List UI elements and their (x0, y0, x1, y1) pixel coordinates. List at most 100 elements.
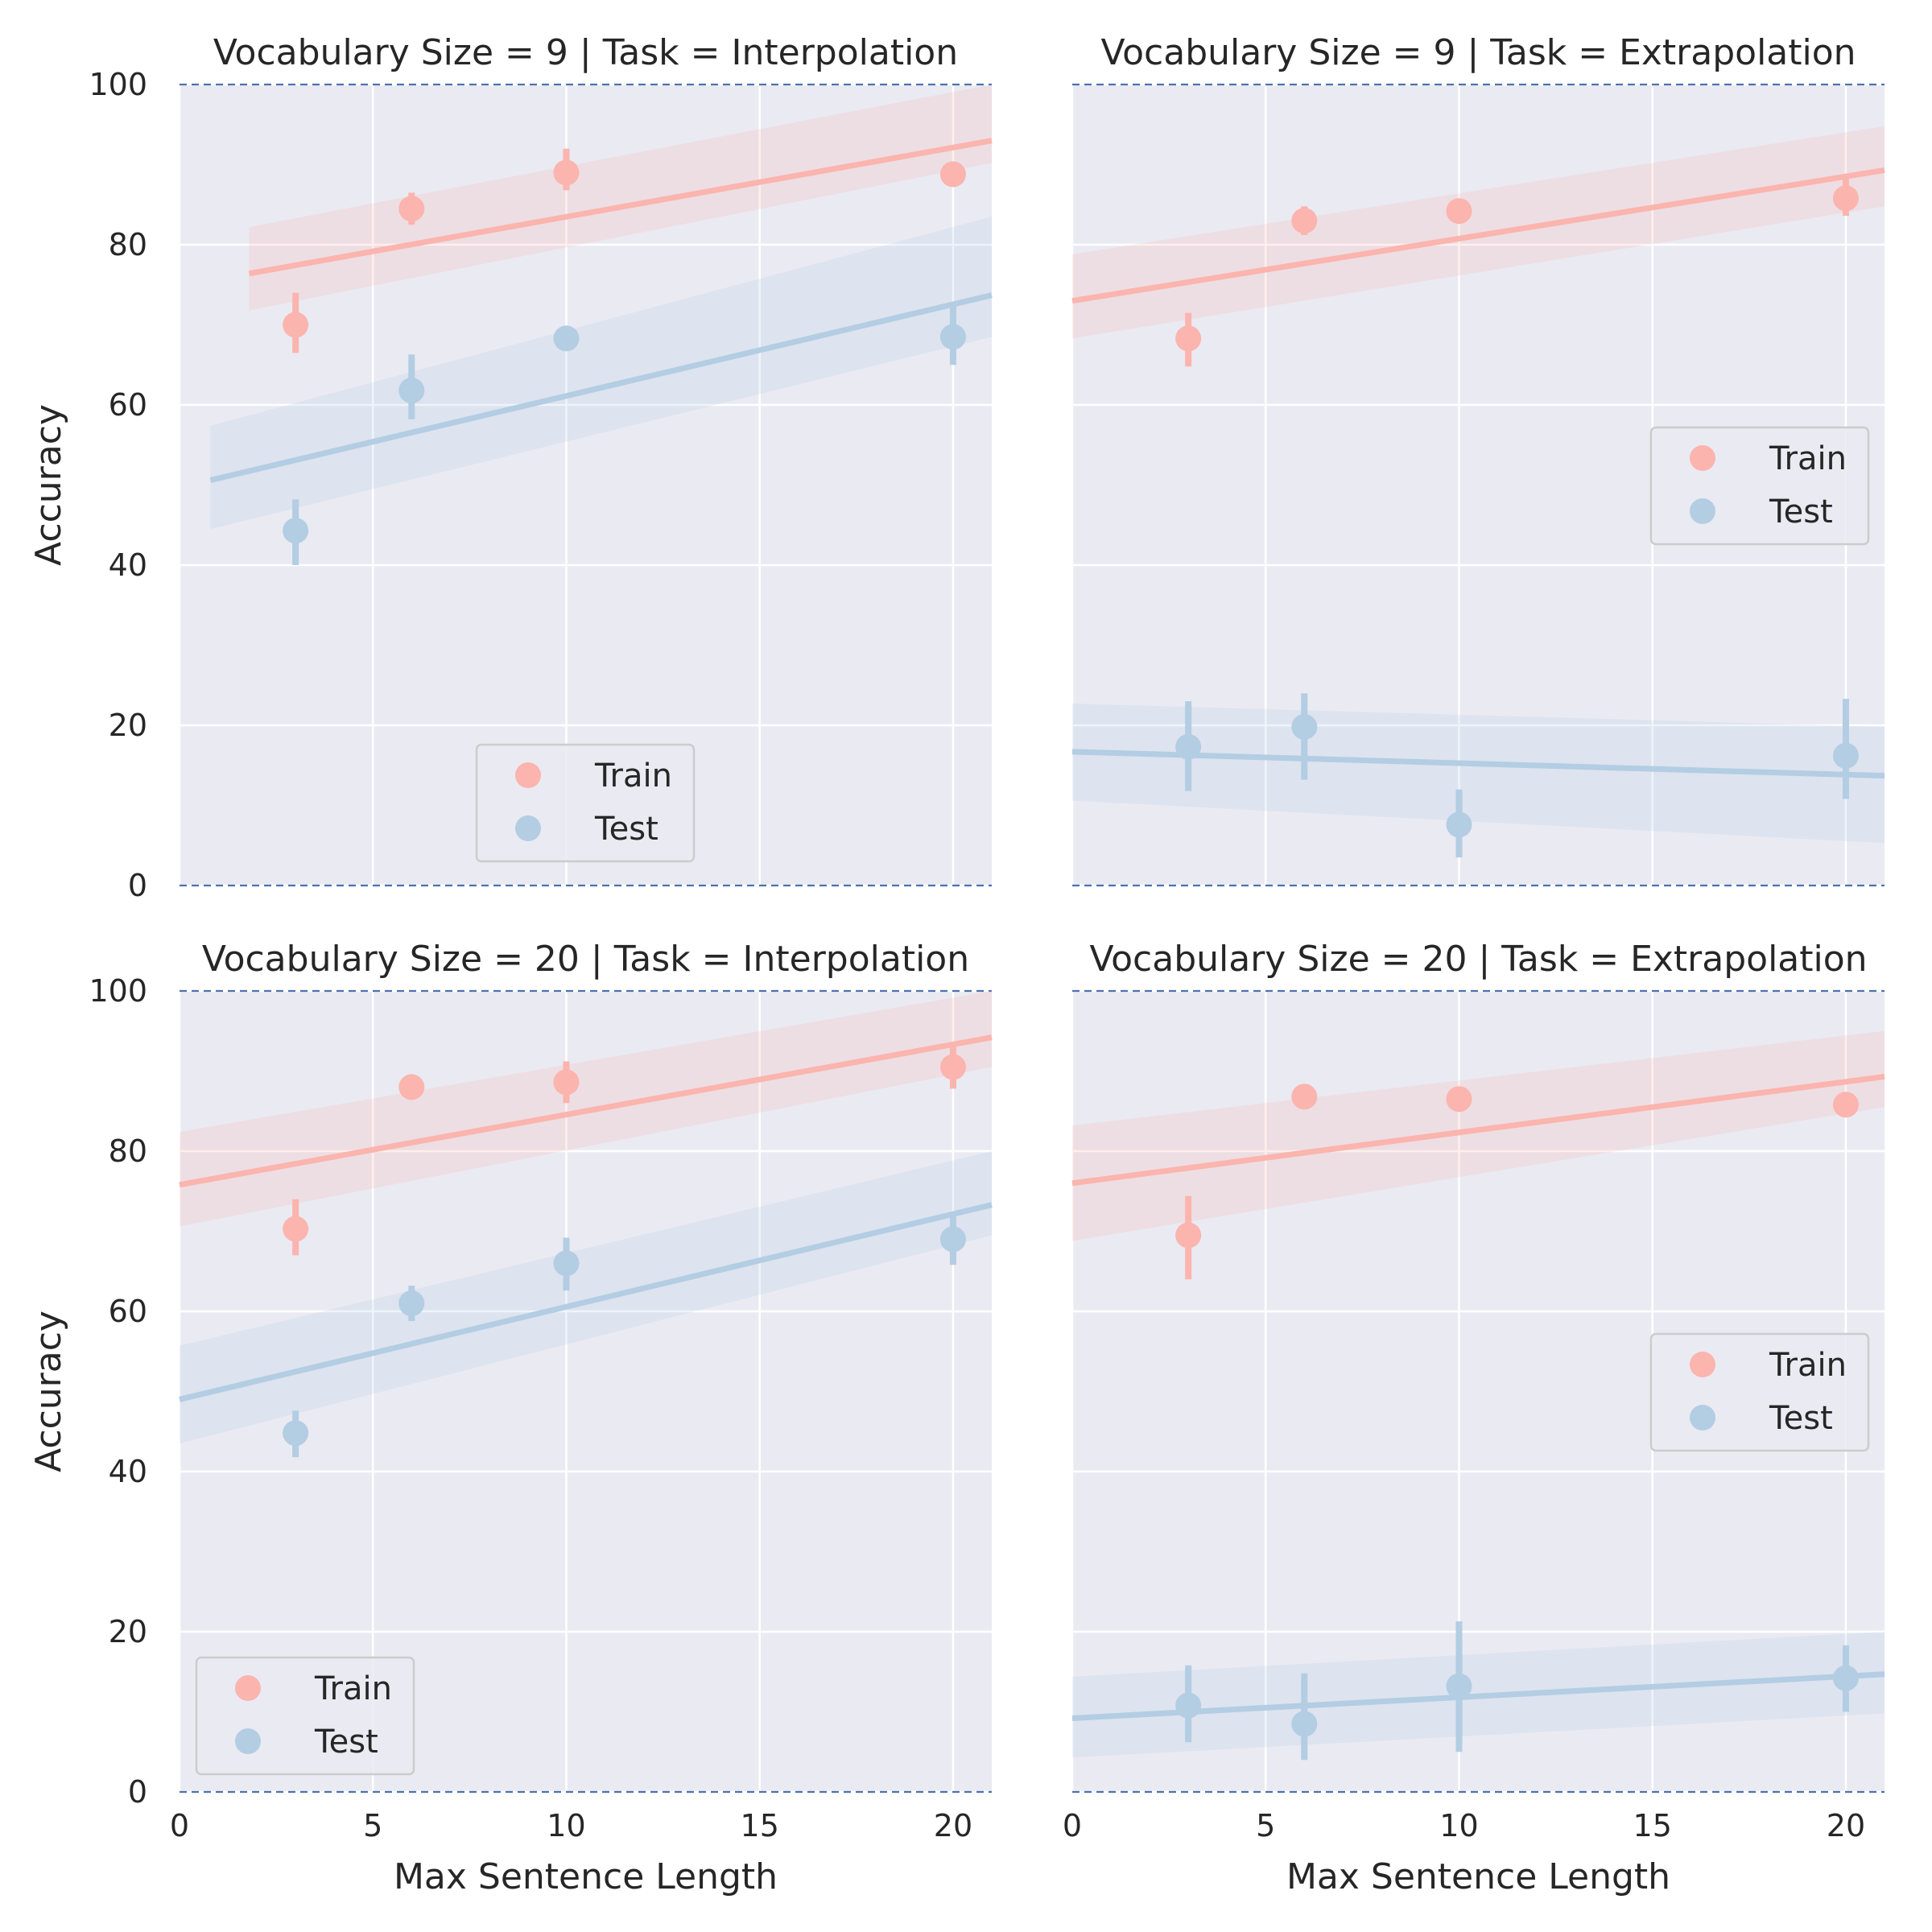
y-tick-label: 60 (109, 1294, 147, 1329)
panel-2: Vocabulary Size = 9 | Task = Extrapolati… (1071, 32, 1885, 887)
y-tick-label: 0 (128, 868, 147, 903)
train-fit-line (1071, 1073, 1885, 1187)
train-legend-marker (1690, 445, 1715, 471)
panel-title: Vocabulary Size = 20 | Task = Interpolat… (202, 939, 969, 980)
train-fit-line (1071, 167, 1885, 304)
test-legend-marker (235, 1728, 261, 1754)
train-fit-line (179, 1034, 993, 1188)
test-point (1175, 1692, 1202, 1719)
test-point (398, 1290, 425, 1317)
x-tick-label: 20 (1827, 1808, 1865, 1843)
train-confidence-band (1072, 1030, 1885, 1241)
test-point (939, 1226, 966, 1253)
train-point (1446, 198, 1472, 225)
test-fit-line (209, 292, 993, 483)
train-confidence-band (1072, 126, 1885, 339)
legend: Train Test (1649, 1332, 1870, 1452)
test-point (283, 518, 309, 544)
y-tick-label: 40 (109, 547, 147, 583)
test-point (1291, 1711, 1318, 1737)
test-point (1175, 733, 1202, 760)
legend-label: Test (314, 1724, 378, 1761)
x-axis-label: Max Sentence Length (394, 1856, 778, 1897)
y-tick-label: 100 (89, 67, 147, 102)
y-tick-label: 20 (109, 1614, 147, 1649)
train-point (1291, 208, 1318, 234)
x-tick-label: 10 (547, 1808, 585, 1843)
train-point (1175, 1222, 1202, 1249)
y-tick-label: 60 (109, 387, 147, 423)
x-tick-label: 20 (934, 1808, 972, 1843)
train-point (1291, 1084, 1318, 1110)
train-point (553, 159, 580, 186)
train-legend-marker (235, 1675, 261, 1701)
legend-label: Train (594, 758, 672, 795)
x-axis-label: Max Sentence Length (1286, 1856, 1670, 1897)
x-tick-label: 0 (170, 1808, 189, 1843)
train-legend-marker (1690, 1352, 1715, 1377)
train-point (398, 196, 425, 222)
test-point (1446, 1673, 1472, 1699)
legend-label: Test (1769, 493, 1833, 530)
test-point (1832, 742, 1859, 769)
train-point (939, 161, 966, 188)
train-point (283, 312, 309, 338)
legend-label: Train (314, 1670, 392, 1707)
panel-1: Vocabulary Size = 9 | Task = Interpolati… (28, 32, 993, 903)
train-legend-marker (515, 762, 541, 788)
y-tick-label: 0 (128, 1774, 147, 1810)
train-point (283, 1216, 309, 1242)
test-fit-line (179, 1202, 993, 1402)
train-point (939, 1054, 966, 1080)
test-legend-marker (1690, 498, 1715, 524)
legend: Train Test (195, 1656, 415, 1776)
test-point (1446, 811, 1472, 838)
y-tick-label: 100 (89, 973, 147, 1009)
y-tick-label: 80 (109, 227, 147, 262)
panel-title: Vocabulary Size = 20 | Task = Extrapolat… (1089, 939, 1867, 980)
train-point (1832, 185, 1859, 212)
test-point (1291, 713, 1318, 740)
train-confidence-band (249, 85, 992, 311)
y-tick-label: 80 (109, 1133, 147, 1169)
train-point (398, 1074, 425, 1100)
x-tick-label: 5 (1256, 1808, 1275, 1843)
panel-title: Vocabulary Size = 9 | Task = Interpolati… (213, 32, 958, 73)
test-fit-line (1071, 1671, 1885, 1721)
test-fit-line (1071, 749, 1885, 779)
test-point (398, 378, 425, 404)
test-point (553, 1250, 580, 1277)
legend-label: Train (1769, 1347, 1847, 1384)
test-point (939, 324, 966, 350)
train-point (553, 1069, 580, 1096)
y-axis-label: Accuracy (28, 404, 69, 566)
test-point (553, 325, 580, 352)
test-confidence-band (180, 1151, 992, 1444)
test-point (1832, 1665, 1859, 1691)
train-point (1832, 1092, 1859, 1118)
x-tick-label: 15 (1633, 1808, 1672, 1843)
legend-label: Test (1769, 1400, 1833, 1437)
test-confidence-band (210, 217, 992, 530)
x-tick-label: 15 (741, 1808, 779, 1843)
x-tick-label: 5 (363, 1808, 382, 1843)
y-axis-label: Accuracy (28, 1311, 69, 1472)
train-point (1446, 1086, 1472, 1113)
legend-label: Test (594, 811, 658, 848)
x-tick-label: 10 (1439, 1808, 1478, 1843)
panel-4: Vocabulary Size = 20 | Task = Extrapolat… (1063, 939, 1885, 1897)
legend-label: Train (1769, 440, 1847, 477)
test-legend-marker (515, 815, 541, 841)
test-confidence-band (1072, 704, 1885, 844)
train-fit-line (248, 138, 993, 277)
legend: Train Test (475, 743, 696, 863)
test-legend-marker (1690, 1405, 1715, 1430)
legend: Train Test (1649, 426, 1870, 546)
test-point (283, 1420, 309, 1447)
y-tick-label: 20 (109, 708, 147, 743)
x-tick-label: 0 (1063, 1808, 1082, 1843)
panel-title: Vocabulary Size = 9 | Task = Extrapolati… (1100, 32, 1856, 73)
train-point (1175, 325, 1202, 352)
y-tick-label: 40 (109, 1454, 147, 1489)
